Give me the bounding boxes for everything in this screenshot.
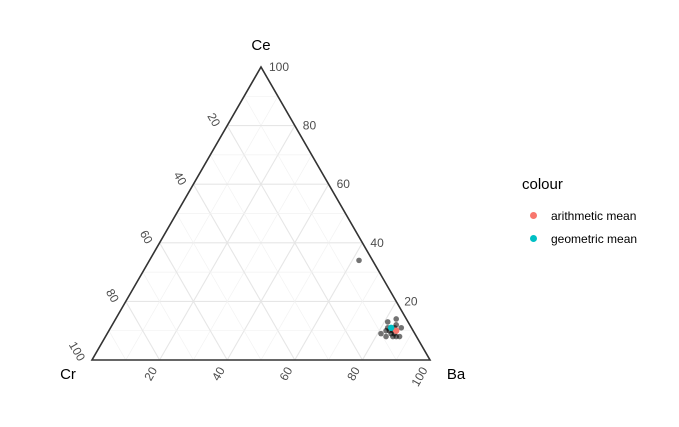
data-point <box>393 316 400 322</box>
tick-label-cr: 100 <box>66 339 88 364</box>
grid-line-ba <box>125 96 279 361</box>
data-point <box>396 333 403 340</box>
grid-line-cr <box>209 154 329 361</box>
tick-label-cr: 20 <box>204 111 223 130</box>
grid-line-cr <box>159 242 228 361</box>
data-point <box>398 324 405 331</box>
tick-label-ba: 100 <box>408 364 430 389</box>
tick-label-cr: 60 <box>137 228 156 247</box>
mean-point-arithmetic-mean <box>393 327 400 334</box>
grid-line-ba <box>294 242 363 361</box>
data-points <box>356 257 405 340</box>
tick-label-ce: 40 <box>370 236 384 250</box>
triangle-border <box>90 65 432 361</box>
mean-point-geometric-mean <box>387 324 395 331</box>
data-point <box>390 333 396 340</box>
grid-line-cr <box>142 271 194 361</box>
grid-line-cr <box>125 301 161 361</box>
triangle-frame <box>90 65 432 361</box>
legend-label: geometric mean <box>551 231 638 246</box>
tick-label-ce: 20 <box>404 294 418 308</box>
grid-lines <box>108 95 414 361</box>
tick-label-ba: 80 <box>344 364 363 383</box>
grid-line-ba <box>193 154 313 361</box>
axis-label-cr: Cr <box>60 366 76 383</box>
legend-item-geometric-mean: geometric mean <box>522 227 637 250</box>
legend-label: arithmetic mean <box>551 208 637 223</box>
data-point <box>383 327 389 334</box>
tick-label-cr: 80 <box>103 286 122 305</box>
data-point <box>383 333 389 340</box>
tick-label-ce: 60 <box>337 177 351 191</box>
tick-label-ba: 40 <box>209 364 228 383</box>
legend-item-arithmetic-mean: arithmetic mean <box>522 204 637 227</box>
tick-label-ba: 20 <box>141 364 160 383</box>
grid-line-ba <box>395 330 414 361</box>
legend: colour arithmetic mean geometric mean <box>522 176 637 250</box>
data-point <box>384 319 391 325</box>
tick-label-ce: 80 <box>303 119 317 133</box>
legend-key-geometric-mean <box>530 235 537 242</box>
grid-line-cr <box>243 96 397 361</box>
tick-label-ba: 60 <box>277 364 296 383</box>
axis-label-ba: Ba <box>447 366 466 383</box>
grid-line-cr <box>176 213 262 361</box>
grid-line-ba <box>260 213 346 361</box>
tick-label-cr: 40 <box>171 169 190 188</box>
axis-label-ce: Ce <box>251 37 270 54</box>
grid-line-ba <box>328 271 380 361</box>
tick-labels: 20 20 20 40 40 40 60 60 60 80 80 80 100 100 100 <box>66 60 431 389</box>
data-point <box>378 330 384 337</box>
grid-line-ba <box>361 301 397 361</box>
data-point <box>356 257 362 264</box>
legend-title: colour <box>522 176 563 193</box>
tick-label-ce: 100 <box>269 60 289 74</box>
legend-key-arithmetic-mean <box>530 212 537 219</box>
grid-line-cr <box>108 330 127 361</box>
